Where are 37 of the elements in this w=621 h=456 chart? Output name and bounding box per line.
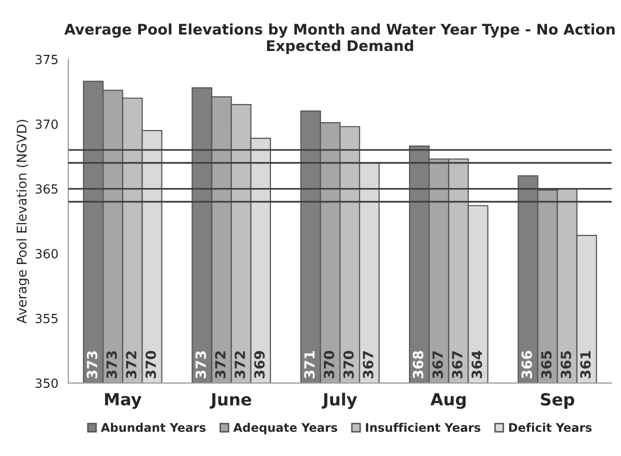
x-tick-label: Aug [430, 393, 466, 409]
data-label: 373 [106, 351, 117, 378]
chart-title: Average Pool Elevations by Month and Water Year Type - No Action Expected Demand [64, 23, 615, 54]
data-label: 364 [472, 350, 482, 378]
y-tick-label: 350 [36, 378, 58, 388]
data-label: 361 [580, 351, 591, 378]
data-label: 365 [541, 351, 552, 378]
legend-label: Abundant Years [100, 422, 206, 432]
y-tick-label: 375 [36, 54, 58, 64]
data-label: 367 [362, 351, 374, 378]
data-label: 371 [304, 351, 315, 378]
x-tick-label: Sep [540, 393, 574, 409]
x-tick-label: June [210, 393, 252, 409]
data-label: 366 [522, 350, 532, 378]
y-axis-title: Average Pool Elevation (NGVD) [16, 120, 30, 324]
data-label: 370 [343, 350, 354, 378]
y-tick-label: 365 [36, 184, 58, 194]
data-label: 365 [560, 351, 572, 378]
data-label: 370 [146, 350, 156, 378]
x-tick-label: July [322, 392, 358, 410]
data-label: 368 [412, 351, 424, 378]
x-tick-label: May [105, 393, 142, 409]
data-label: 367 [452, 351, 462, 378]
y-tick-label: 360 [36, 249, 58, 258]
data-label: 372 [126, 351, 136, 378]
data-label: 373 [86, 351, 98, 378]
data-label: 372 [215, 351, 226, 378]
legend-label: Insufficient Years [366, 422, 480, 432]
data-label: 370 [324, 350, 334, 378]
legend-label: Deficit Years [509, 422, 592, 432]
legend-label: Adequate Years [233, 422, 338, 434]
data-label: 373 [196, 351, 206, 378]
data-label: 369 [254, 351, 265, 378]
data-label: 367 [432, 351, 443, 378]
y-tick-label: 370 [36, 120, 58, 129]
y-tick-label: 355 [36, 314, 58, 324]
data-label: 372 [234, 351, 246, 378]
